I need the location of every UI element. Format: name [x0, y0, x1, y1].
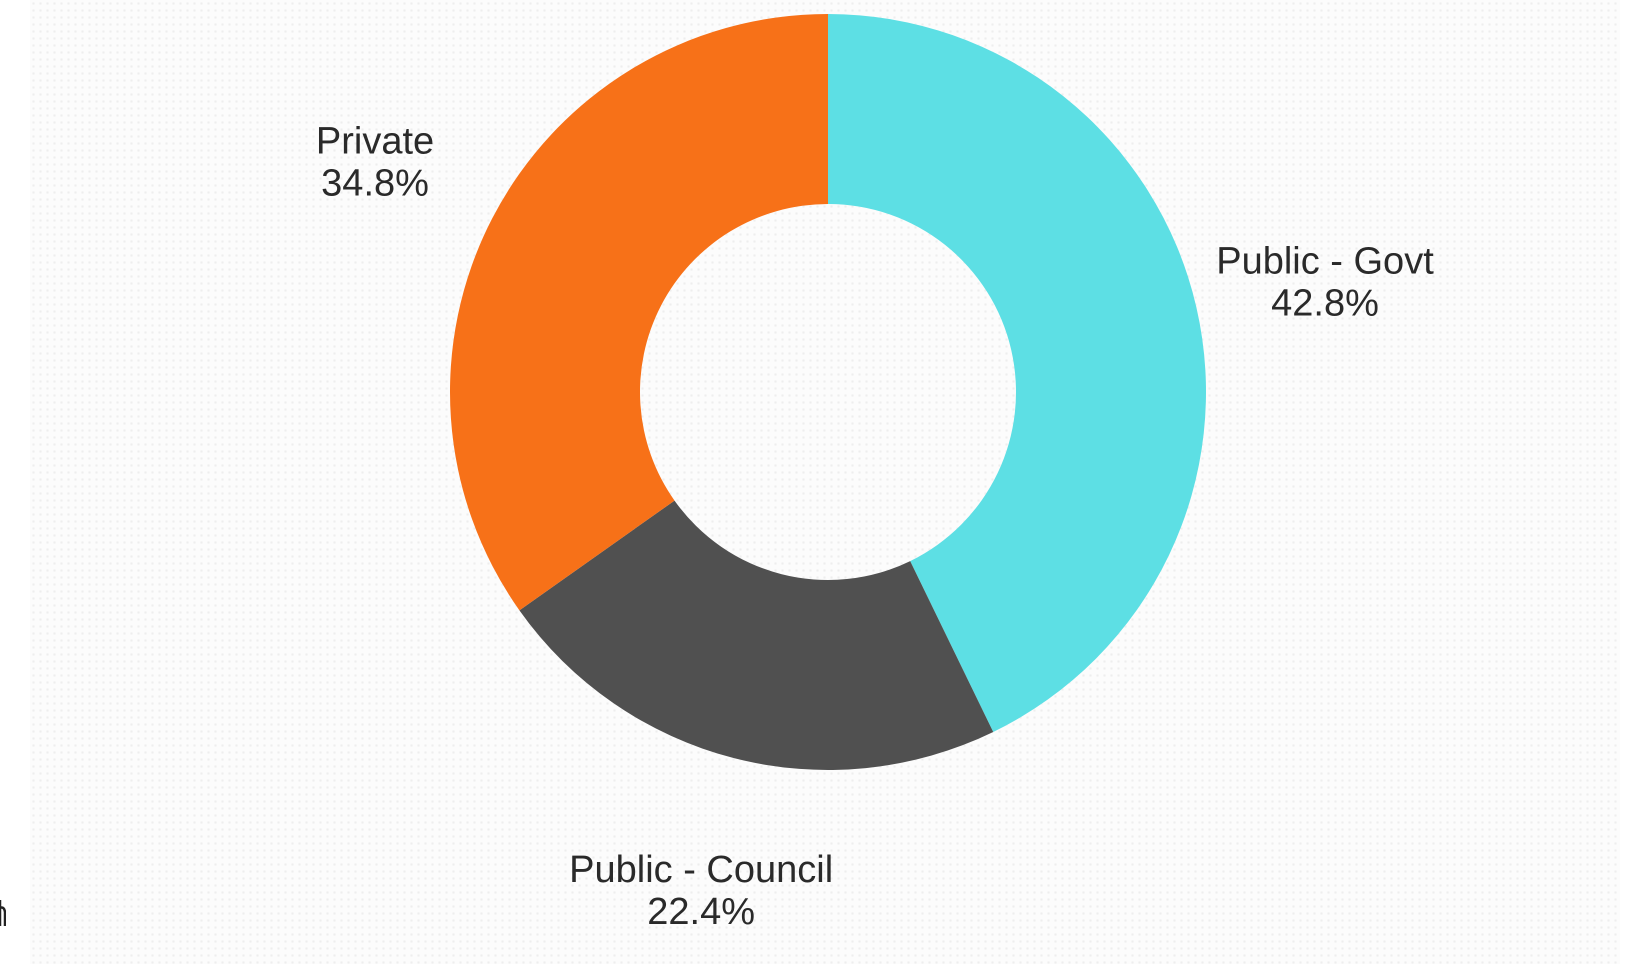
slice-value-public-council: 22.4%	[647, 891, 755, 933]
slice-label-public-council: Public - Council	[569, 849, 833, 891]
slice-label-public-govt: Public - Govt	[1216, 241, 1434, 283]
slice-private	[450, 13, 828, 611]
slice-value-private: 34.8%	[321, 163, 429, 205]
slice-public-govt	[828, 14, 1206, 732]
slice-value-public-govt: 42.8%	[1271, 283, 1379, 325]
donut-slices	[450, 13, 1206, 770]
slice-public-council	[519, 500, 994, 770]
slice-label-private: Private	[316, 121, 434, 163]
edge-glyph-fragment	[0, 900, 6, 926]
